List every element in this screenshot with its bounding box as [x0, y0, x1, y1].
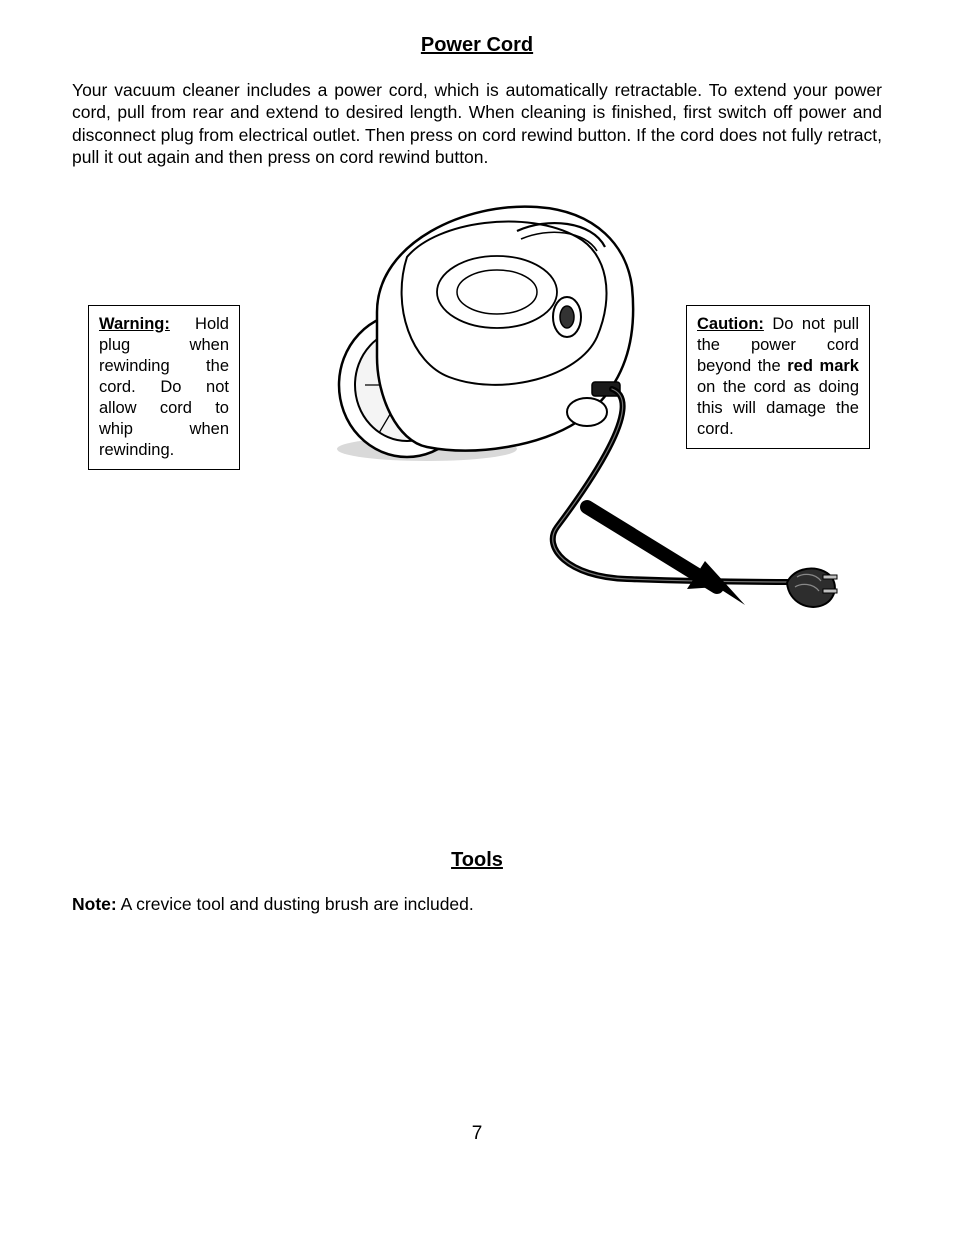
tools-note: Note: A crevice tool and dusting brush a…: [72, 894, 882, 915]
warning-text: Hold plug when rewinding the cord. Do no…: [99, 315, 229, 460]
tools-note-text: A crevice tool and dusting brush are inc…: [117, 894, 474, 914]
tools-section: Tools Note: A crevice tool and dusting b…: [72, 849, 882, 915]
section-title-power-cord: Power Cord: [72, 34, 882, 57]
tools-note-label: Note:: [72, 894, 117, 914]
section-title-tools: Tools: [72, 849, 882, 872]
warning-label: Warning:: [99, 315, 170, 333]
warning-callout: Warning: Hold plug when rewinding the co…: [88, 305, 240, 471]
vacuum-illustration: [287, 187, 857, 667]
figure-area: Warning: Hold plug when rewinding the co…: [72, 199, 882, 709]
power-cord-paragraph: Your vacuum cleaner includes a power cor…: [72, 79, 882, 169]
page-number: 7: [0, 1123, 954, 1145]
manual-page: Power Cord Your vacuum cleaner includes …: [0, 0, 954, 1235]
